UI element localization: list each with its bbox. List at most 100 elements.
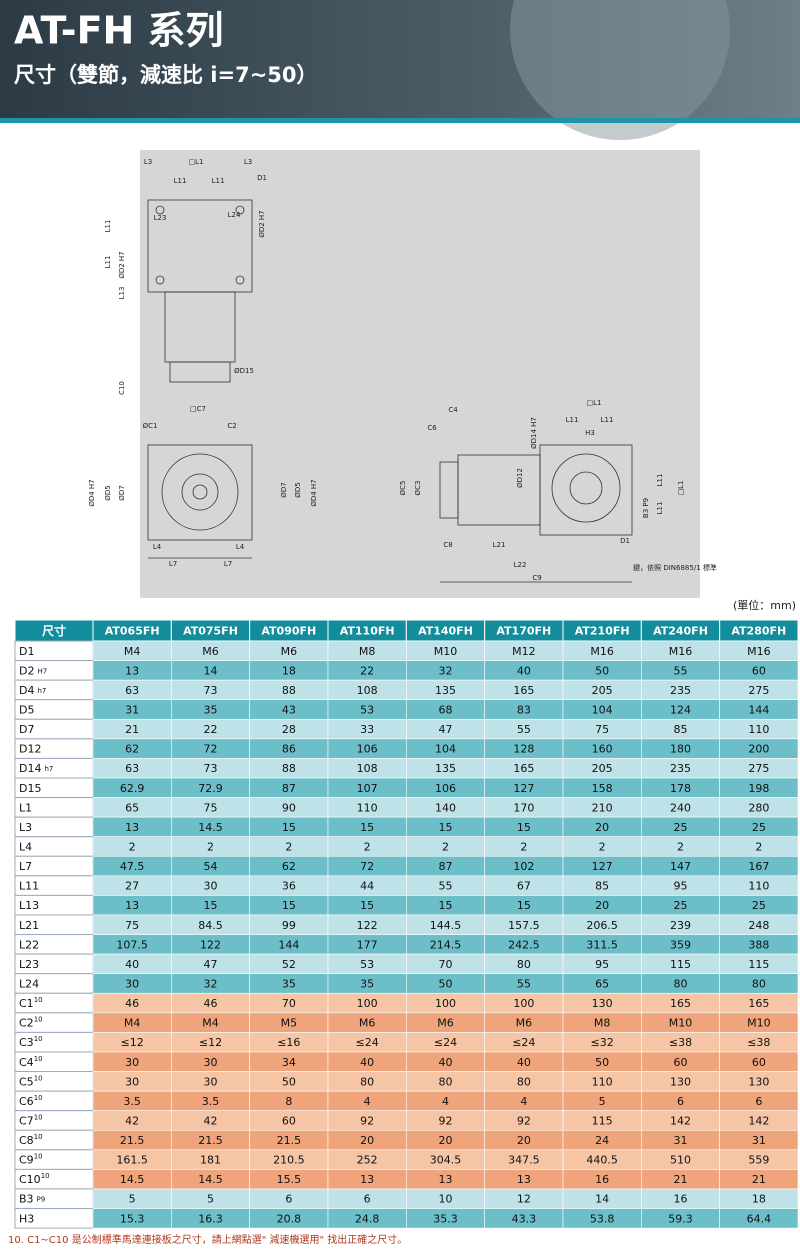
cell-value: 106	[435, 782, 456, 795]
cell-value: 108	[357, 762, 378, 775]
cell-value: 72.9	[198, 782, 223, 795]
cell-value: ≤38	[747, 1036, 770, 1049]
row-label-sub: h7	[44, 765, 53, 773]
cell-value: 43	[282, 703, 296, 716]
row-label-sup: 10	[41, 1172, 50, 1180]
row-label-main: D15	[19, 782, 41, 795]
cell-value: 2	[285, 840, 292, 853]
row-label: L21	[19, 919, 39, 932]
cell-value: 4	[364, 1095, 371, 1108]
cell-value: 248	[748, 919, 769, 932]
row-label: D4 h7	[19, 684, 46, 697]
cell-value: 22	[360, 664, 374, 677]
drawing-label: L4	[153, 543, 162, 551]
bore	[569, 471, 603, 505]
cell-value: 15	[439, 899, 453, 912]
cell-value: 2	[677, 840, 684, 853]
cell-value: 135	[435, 762, 456, 775]
cell-value: 144	[278, 938, 299, 951]
cell-value: 3.5	[123, 1095, 141, 1108]
cell-value: 510	[670, 1154, 691, 1167]
cell-value: ≤38	[669, 1036, 692, 1049]
cell-value: 31	[674, 1134, 688, 1147]
row-label: L4	[19, 840, 32, 853]
cell-value: 15.3	[120, 1212, 145, 1225]
drawing-label: L7	[169, 560, 177, 568]
cell-value: 206.5	[586, 919, 618, 932]
row-label-sub: P9	[37, 1196, 46, 1204]
row-label: L1	[19, 801, 32, 814]
cell-value: 32	[204, 977, 218, 990]
cell-value: 100	[435, 997, 456, 1010]
cell-value: 5	[207, 1193, 214, 1206]
cell-value: 46	[204, 997, 218, 1010]
cell-value: 275	[748, 684, 769, 697]
cell-value: 87	[282, 782, 296, 795]
cell-value: 311.5	[586, 938, 618, 951]
cell-value: 25	[752, 899, 766, 912]
column-header: AT075FH	[183, 625, 238, 638]
cell-value: 50	[439, 977, 453, 990]
row-label: C610	[19, 1094, 43, 1108]
cell-value: 4	[442, 1095, 449, 1108]
cell-value: 55	[517, 723, 531, 736]
cell-value: 20.8	[277, 1212, 302, 1225]
cell-value: 20	[360, 1134, 374, 1147]
cell-value: 5	[129, 1193, 136, 1206]
cell	[719, 1208, 799, 1229]
title: AT-FH 系列	[14, 9, 224, 53]
drawing-label: L23	[154, 214, 167, 222]
row-label: D15	[19, 782, 41, 795]
row-label-main: D7	[19, 723, 34, 736]
cell-value: 40	[517, 664, 531, 677]
cell-value: ≤12	[121, 1036, 144, 1049]
drawing-label: ØD2 H7	[118, 251, 126, 278]
cell-value: 60	[674, 1056, 688, 1069]
cell-value: M4	[124, 1017, 141, 1030]
cell-value: 135	[435, 684, 456, 697]
row-label-main: L23	[19, 958, 39, 971]
cell-value: 15	[360, 821, 374, 834]
cell-value: 62	[125, 743, 139, 756]
drawing-label: ØC1	[143, 422, 158, 430]
cell-value: 127	[513, 782, 534, 795]
cell-value: 144	[748, 703, 769, 716]
cell-value: 359	[670, 938, 691, 951]
drawing-label: ØD12	[516, 468, 524, 488]
cell-value: 30	[204, 1075, 218, 1088]
cell-value: 110	[357, 801, 378, 814]
cell-value: 55	[439, 880, 453, 893]
cell-value: 88	[282, 762, 296, 775]
cell-value: 235	[670, 684, 691, 697]
cell-value: 35	[360, 977, 374, 990]
drawing-label: ØC5	[399, 481, 407, 496]
drawing-label: C10	[118, 381, 126, 395]
cell-value: 165	[513, 762, 534, 775]
drawing-label: D1	[257, 174, 267, 182]
cell-value: 14.5	[198, 821, 223, 834]
drawing-label: L11	[656, 474, 664, 487]
row-label-sup: 10	[34, 1016, 43, 1024]
header-image	[510, 0, 730, 140]
cell-value: 40	[125, 958, 139, 971]
row-label: D12	[19, 743, 41, 756]
cell-value: 80	[752, 977, 766, 990]
header-label: 尺寸	[42, 623, 66, 638]
cell-value: 65	[595, 977, 609, 990]
cell-value: 80	[517, 1075, 531, 1088]
cell-value: 47.5	[120, 860, 145, 873]
cell-value: M10	[434, 645, 458, 658]
cell-value: 95	[595, 958, 609, 971]
drawing-label: ØD5	[104, 485, 112, 500]
cell-value: 2	[364, 840, 371, 853]
cell-value: 21.5	[120, 1134, 145, 1147]
cell-value: ≤12	[199, 1036, 222, 1049]
cell-value: 15	[282, 899, 296, 912]
cell-value: 144.5	[430, 919, 462, 932]
cell-value: 18	[752, 1193, 766, 1206]
drawing-label: ØC3	[414, 481, 422, 496]
drawing-label: L3	[144, 158, 152, 166]
hole	[155, 275, 165, 285]
cell-value: 161.5	[116, 1154, 148, 1167]
cell-value: 80	[360, 1075, 374, 1088]
